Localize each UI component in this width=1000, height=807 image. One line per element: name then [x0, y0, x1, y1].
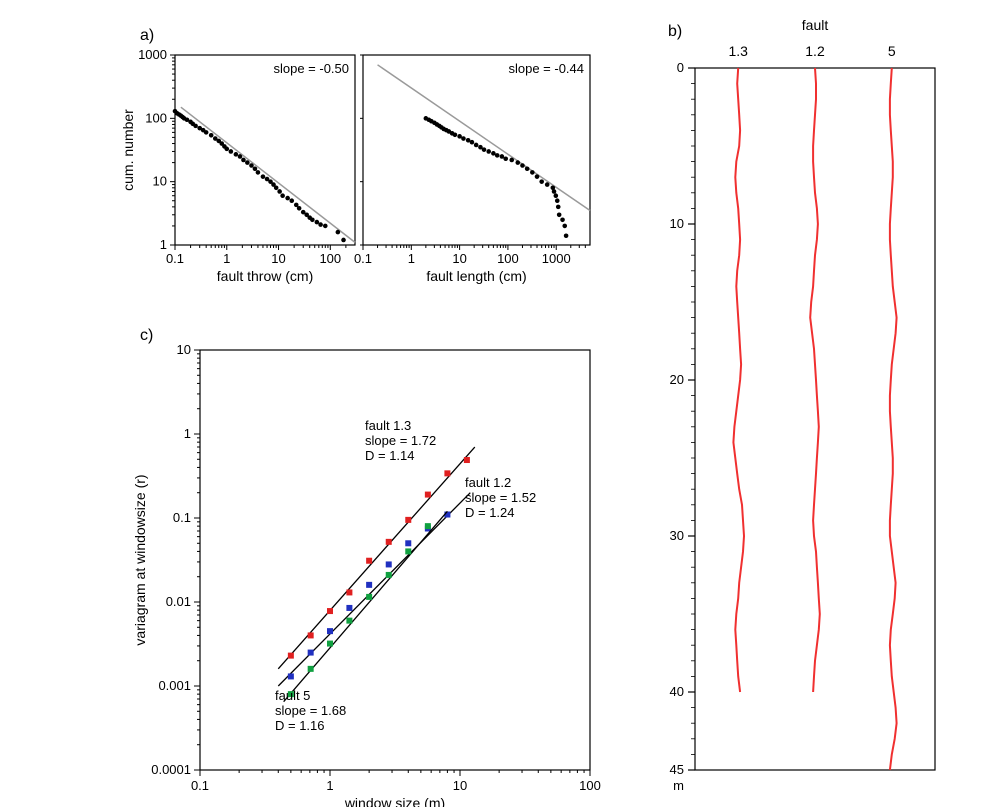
- xtick-label: 1: [223, 251, 230, 266]
- xtick-label: 10: [271, 251, 285, 266]
- xtick-label: 10: [453, 778, 467, 793]
- panel-label-a: a): [140, 27, 154, 44]
- series-annot: D = 1.14: [365, 448, 415, 463]
- ylabel: cum. number: [120, 109, 136, 191]
- column-label: 1.2: [805, 43, 825, 59]
- panel-b-title: fault: [802, 17, 829, 33]
- xtick-label: 100: [579, 778, 601, 793]
- slope-annot: slope = -0.44: [508, 61, 584, 76]
- ytick-label: 0.1: [173, 510, 191, 525]
- ytick-label: 0: [677, 60, 684, 75]
- panel-a-left-frame: [175, 55, 355, 245]
- series-annot: D = 1.16: [275, 718, 325, 733]
- series-annot: D = 1.24: [465, 505, 515, 520]
- ytick-label: 0.0001: [151, 762, 191, 777]
- series-fault-5: [288, 523, 431, 697]
- fit-line: [181, 107, 355, 242]
- ytick-label: 40: [670, 684, 684, 699]
- ytick-label: 10: [153, 174, 167, 189]
- series-annot: fault 5: [275, 688, 310, 703]
- ytick-label: 1000: [138, 47, 167, 62]
- ytick-label: 1: [160, 237, 167, 252]
- figure: a)11010010000.1110100slope = -0.50fault …: [0, 0, 1000, 807]
- fault-trace: [890, 68, 897, 770]
- series-annot: slope = 1.72: [365, 433, 436, 448]
- ytick-label: 0.001: [158, 678, 191, 693]
- series-annot: fault 1.3: [365, 418, 411, 433]
- fit-line: [378, 65, 590, 211]
- ytick-label: 30: [670, 528, 684, 543]
- panel-c-frame: [200, 350, 590, 770]
- ytick-label: 20: [670, 372, 684, 387]
- panel-a-right-points: [424, 116, 569, 238]
- ytick-label: 1: [184, 426, 191, 441]
- series-annot: slope = 1.52: [465, 490, 536, 505]
- xlabel: window size (m): [344, 795, 445, 807]
- xtick-label: 1000: [542, 251, 571, 266]
- xtick-label: 100: [319, 251, 341, 266]
- fit-line: [284, 511, 448, 701]
- ytick-label: 10: [670, 216, 684, 231]
- panel-label-b: b): [668, 23, 682, 40]
- xtick-label: 0.1: [166, 251, 184, 266]
- ytick-label: 10: [177, 342, 191, 357]
- fit-line: [278, 493, 470, 686]
- series-fault-1.3: [288, 457, 470, 659]
- column-label: 5: [888, 43, 896, 59]
- ytick-label: 45: [670, 762, 684, 777]
- series-annot: slope = 1.68: [275, 703, 346, 718]
- column-label: 1.3: [728, 43, 748, 59]
- ytick-label: 0.01: [166, 594, 191, 609]
- xtick-label: 100: [497, 251, 519, 266]
- xtick-label: 10: [452, 251, 466, 266]
- ytick-label: 100: [145, 110, 167, 125]
- fault-trace: [733, 68, 744, 692]
- xlabel: fault throw (cm): [217, 268, 313, 284]
- xtick-label: 1: [326, 778, 333, 793]
- y-unit: m: [673, 778, 684, 793]
- xtick-label: 0.1: [354, 251, 372, 266]
- xlabel: fault length (cm): [426, 268, 526, 284]
- series-annot: fault 1.2: [465, 475, 511, 490]
- xtick-label: 0.1: [191, 778, 209, 793]
- slope-annot: slope = -0.50: [273, 61, 349, 76]
- panel-a-left-points: [173, 109, 346, 242]
- xtick-label: 1: [408, 251, 415, 266]
- ylabel: variagram at windowsize (r): [132, 474, 148, 645]
- panel-label-c: c): [140, 327, 153, 344]
- panel-a-right-frame: [363, 55, 590, 245]
- fault-trace: [810, 68, 820, 692]
